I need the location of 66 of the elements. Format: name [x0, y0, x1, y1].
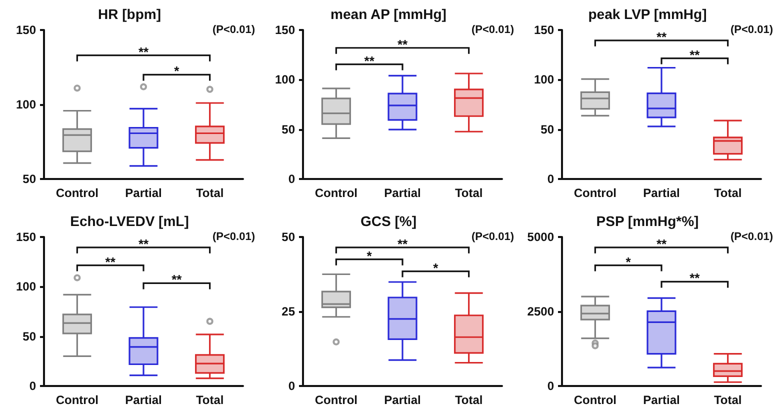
x-tick-label: Total [196, 186, 224, 200]
annotation: ** [690, 47, 701, 62]
x-tick-label: Total [454, 186, 483, 200]
annotation: ** [105, 254, 116, 270]
y-tick-label: 100 [274, 72, 296, 87]
annotation: (P<0.01) [472, 24, 514, 36]
x-tick-label: Control [574, 393, 616, 407]
annotation: ** [364, 53, 376, 68]
annotation: ** [138, 44, 150, 60]
annotation: (P<0.01) [472, 231, 514, 243]
annotation: * [174, 64, 180, 79]
y-tick-label: 25 [282, 304, 296, 318]
y-tick-label: 0 [547, 172, 554, 186]
x-tick-label: Total [714, 186, 742, 200]
y-tick-label: 100 [534, 72, 554, 87]
chart-title: PSP [mmHg*%] [596, 213, 699, 229]
annotation: (P<0.01) [212, 231, 256, 243]
y-tick-label: 100 [16, 98, 36, 112]
y-tick-label: 5000 [527, 230, 554, 244]
x-tick-label: Control [314, 186, 358, 200]
y-tick-label: 0 [288, 172, 296, 186]
x-tick-label: Control [314, 393, 358, 407]
y-tick-label: 0 [547, 379, 554, 393]
y-tick-label: 0 [288, 379, 296, 393]
x-tick-label: Control [574, 186, 616, 200]
x-tick-label: Partial [384, 186, 421, 200]
x-tick-label: Control [56, 393, 98, 407]
chart-title: Echo-LVEDV [mL] [70, 213, 189, 229]
x-tick-label: Total [714, 393, 742, 407]
y-tick-label: 150 [274, 23, 296, 37]
chart-title: mean AP [mmHg] [330, 6, 446, 22]
y-tick-label: 150 [16, 23, 36, 37]
annotation: (P<0.01) [730, 231, 774, 243]
chart-title: GCS [%] [360, 213, 416, 229]
annotation: ** [172, 272, 183, 288]
chart-title: peak LVP [mmHg] [588, 6, 707, 22]
annotation: ** [397, 36, 408, 52]
x-tick-label: Total [196, 393, 224, 407]
y-tick-label: 100 [16, 280, 36, 294]
annotation: * [626, 254, 632, 270]
x-tick-label: Partial [643, 393, 680, 407]
x-tick-label: Partial [643, 186, 680, 200]
y-tick-label: 50 [22, 329, 36, 344]
chart-title: HR [bpm] [98, 6, 161, 22]
x-tick-label: Partial [125, 393, 162, 407]
y-tick-label: 50 [22, 172, 36, 186]
y-tick-label: 0 [29, 379, 36, 393]
x-tick-label: Partial [125, 186, 162, 200]
annotation: (P<0.01) [730, 24, 774, 36]
annotation: ** [138, 236, 150, 252]
annotation: ** [656, 236, 668, 252]
y-tick-label: 50 [282, 122, 296, 136]
annotation: * [433, 260, 440, 276]
y-tick-label: 150 [534, 23, 554, 37]
y-tick-label: 50 [282, 230, 296, 244]
y-tick-label: 50 [540, 122, 554, 136]
y-tick-label: 150 [16, 230, 36, 244]
y-tick-label: 2500 [527, 304, 554, 318]
annotation: * [366, 248, 373, 264]
annotation: ** [656, 29, 668, 44]
annotation: ** [397, 236, 408, 252]
x-tick-label: Partial [384, 393, 421, 407]
annotation: (P<0.01) [212, 24, 256, 36]
x-tick-label: Control [56, 186, 98, 200]
annotation: ** [690, 270, 701, 286]
x-tick-label: Total [454, 393, 483, 407]
